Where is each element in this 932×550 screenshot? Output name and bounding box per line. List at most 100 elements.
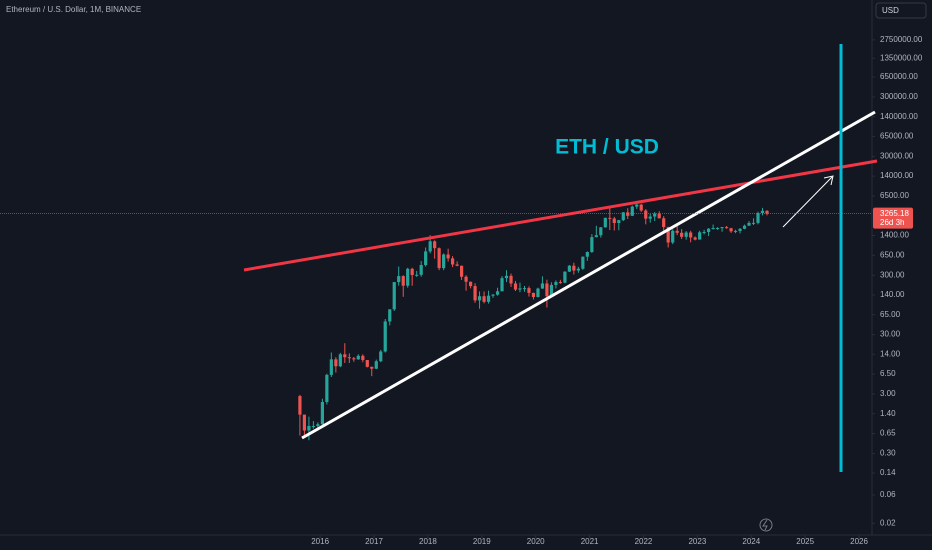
x-tick-label: 2022 (635, 537, 653, 546)
y-tick-label: 0.06 (880, 490, 896, 499)
lightning-icon[interactable] (759, 518, 773, 532)
candle-body (567, 265, 571, 272)
candle-body (742, 225, 747, 229)
candle-body (626, 212, 630, 216)
candle-body (594, 235, 598, 238)
candle-body (406, 268, 410, 286)
x-tick-label: 2018 (419, 537, 437, 546)
candle-body (644, 210, 648, 219)
candle-body (662, 218, 666, 228)
candle-body (540, 283, 545, 289)
x-tick-label: 2020 (527, 537, 545, 546)
candle-body (621, 212, 625, 221)
candle-body (635, 204, 639, 207)
x-tick-label: 2019 (473, 537, 491, 546)
candle-body (522, 288, 527, 290)
y-tick-label: 65.00 (880, 310, 901, 319)
candle-body (401, 276, 405, 286)
x-tick-label: 2021 (581, 537, 599, 546)
y-tick-label: 0.02 (880, 518, 896, 527)
candle-body (298, 396, 302, 415)
candle-body (689, 232, 693, 238)
candle-body (576, 268, 580, 271)
chart-title: Ethereum / U.S. Dollar, 1M, BINANCE (6, 5, 141, 14)
candle-body (738, 228, 742, 231)
candle-body (733, 230, 738, 232)
candle-body (666, 227, 670, 243)
last-price-label: 3265.18 (880, 209, 909, 218)
candle-body (495, 291, 500, 295)
y-tick-label: 14.00 (880, 349, 901, 358)
candle-body (639, 204, 643, 211)
candle-body (379, 351, 383, 362)
candle-body (724, 227, 729, 229)
y-tick-label: 30000.00 (880, 152, 914, 161)
candle-body (473, 286, 477, 301)
arrow-line (782, 176, 833, 228)
candle-body (446, 254, 450, 259)
candle-body (518, 288, 522, 290)
candle-body (491, 294, 495, 296)
candle-body (455, 264, 459, 266)
y-tick-label: 650.00 (880, 250, 905, 259)
candle-body (653, 213, 657, 217)
x-tick-label: 2024 (742, 537, 760, 546)
candle-body (468, 281, 473, 287)
candle-body (347, 357, 351, 359)
candle-body (486, 295, 491, 302)
candle-body (527, 288, 531, 293)
currency-label[interactable]: USD (882, 6, 899, 15)
candle-body (760, 210, 765, 214)
candle-body (302, 414, 306, 431)
candle-body (684, 232, 688, 237)
candle-body (482, 296, 486, 302)
candle-body (603, 217, 607, 228)
candle-body (459, 265, 464, 277)
candle-body (675, 230, 679, 233)
y-tick-label: 0.30 (880, 449, 896, 458)
candle-body (325, 374, 329, 403)
x-tick-label: 2025 (796, 537, 814, 546)
y-tick-label: 2750000.00 (880, 35, 923, 44)
candle-body (450, 258, 455, 265)
candle-body (747, 222, 751, 226)
candle-body (500, 278, 504, 292)
candle-body (715, 227, 720, 229)
candle-body (433, 241, 437, 249)
y-tick-label: 30.00 (880, 330, 901, 339)
candle-body (563, 271, 567, 283)
x-tick-label: 2023 (688, 537, 706, 546)
countdown-label: 26d 3h (880, 218, 904, 227)
candle-body (428, 241, 432, 252)
candle-body (419, 265, 423, 275)
candle-body (756, 213, 760, 223)
candle-body (608, 217, 612, 219)
candle-body (706, 228, 711, 232)
y-tick-label: 1350000.00 (880, 53, 923, 62)
candle-body (585, 252, 589, 257)
candle-body (316, 424, 320, 426)
x-tick-label: 2026 (850, 537, 868, 546)
candle-body (702, 231, 706, 233)
candle-body (365, 360, 369, 367)
support-trendline (301, 110, 876, 440)
candle-body (334, 359, 338, 367)
candle-body (356, 355, 360, 360)
y-tick-label: 140.00 (880, 290, 905, 299)
candle-body (383, 321, 387, 352)
y-tick-label: 1.40 (880, 409, 896, 418)
candle-body (531, 292, 536, 297)
candle-body (765, 210, 769, 214)
candle-body (751, 222, 756, 224)
candle-body (311, 425, 315, 427)
candle-body (536, 288, 540, 297)
candle-body (599, 227, 603, 236)
currency-button[interactable] (875, 2, 927, 19)
candle-body (671, 230, 675, 243)
y-tick-label: 140000.00 (880, 112, 918, 121)
candle-body (513, 283, 518, 290)
y-tick-label: 6.50 (880, 369, 896, 378)
x-tick-label: 2017 (365, 537, 383, 546)
